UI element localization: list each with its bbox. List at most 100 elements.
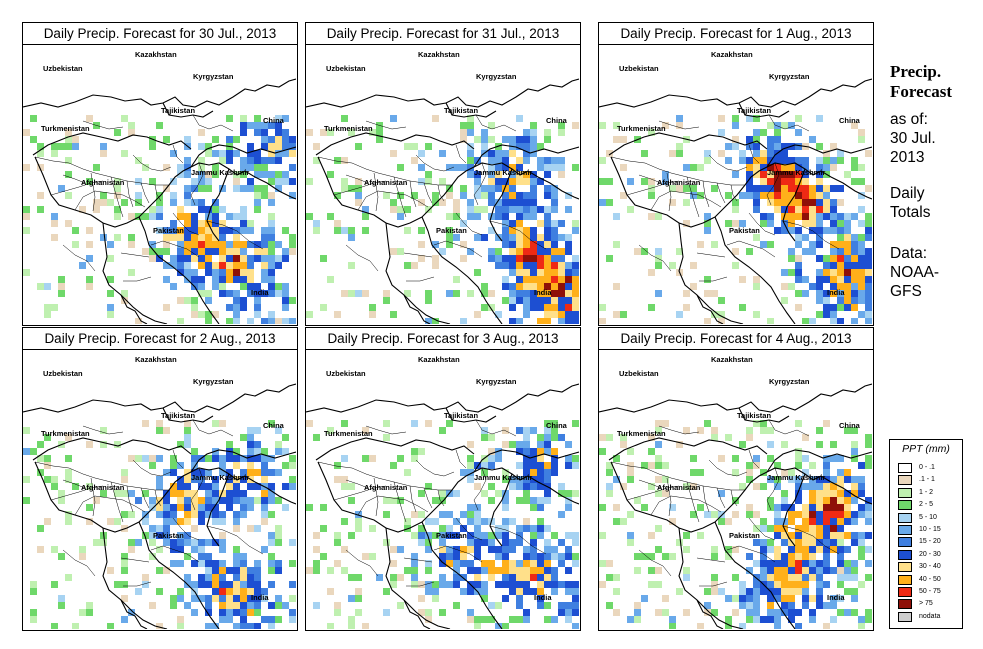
precip-cell bbox=[205, 511, 212, 518]
precip-cell bbox=[523, 574, 530, 581]
precip-cell bbox=[86, 483, 93, 490]
precip-cell bbox=[86, 283, 93, 290]
precip-cell bbox=[851, 448, 858, 455]
precip-cell bbox=[65, 143, 72, 150]
precip-cell bbox=[788, 595, 795, 602]
precip-cell bbox=[544, 255, 551, 262]
precip-cell bbox=[289, 595, 296, 602]
precip-cell bbox=[397, 248, 404, 255]
precip-cell bbox=[341, 476, 348, 483]
precip-cell bbox=[289, 178, 296, 185]
precip-cell bbox=[149, 504, 156, 511]
precip-cell bbox=[537, 262, 544, 269]
precip-cell bbox=[558, 483, 565, 490]
precip-cell bbox=[268, 122, 275, 129]
precip-cell bbox=[816, 185, 823, 192]
precip-cell bbox=[247, 574, 254, 581]
precip-cell bbox=[198, 504, 205, 511]
precip-cell bbox=[418, 255, 425, 262]
precip-cell bbox=[233, 136, 240, 143]
precip-cell bbox=[275, 560, 282, 567]
precip-cell bbox=[425, 318, 432, 324]
precip-cell bbox=[460, 241, 467, 248]
precip-cell bbox=[599, 304, 606, 311]
precip-cell bbox=[261, 290, 268, 297]
precip-cell bbox=[156, 532, 163, 539]
precip-cell bbox=[432, 199, 439, 206]
precip-cell bbox=[537, 178, 544, 185]
precip-cell bbox=[460, 318, 467, 324]
precip-cell bbox=[572, 595, 579, 602]
precip-cell bbox=[261, 129, 268, 136]
precip-cell bbox=[107, 623, 114, 629]
precip-cell bbox=[823, 553, 830, 560]
legend-entry: > 75 bbox=[898, 599, 960, 610]
precip-cell bbox=[760, 192, 767, 199]
precip-cell bbox=[390, 574, 397, 581]
legend-entry: 5 - 10 bbox=[898, 512, 960, 523]
precip-cell bbox=[572, 560, 579, 567]
precip-cell bbox=[690, 164, 697, 171]
precip-cell bbox=[844, 497, 851, 504]
precip-cell bbox=[275, 525, 282, 532]
precip-cell bbox=[289, 560, 296, 567]
precip-cell bbox=[439, 427, 446, 434]
precip-cell bbox=[121, 490, 128, 497]
precip-cell bbox=[212, 539, 219, 546]
precip-cell bbox=[837, 532, 844, 539]
precip-cell bbox=[565, 532, 572, 539]
precip-cell bbox=[149, 532, 156, 539]
precip-cell bbox=[774, 546, 781, 553]
precip-cell bbox=[606, 199, 613, 206]
precip-cell bbox=[219, 234, 226, 241]
precip-cell bbox=[404, 518, 411, 525]
precip-cell bbox=[544, 185, 551, 192]
precip-cell bbox=[509, 269, 516, 276]
precip-cell bbox=[114, 234, 121, 241]
precip-cell bbox=[453, 602, 460, 609]
precip-cell bbox=[523, 283, 530, 290]
precip-cell bbox=[488, 567, 495, 574]
precip-cell bbox=[247, 283, 254, 290]
legend-swatch bbox=[898, 525, 912, 535]
precip-cell bbox=[634, 609, 641, 616]
precip-cell bbox=[558, 248, 565, 255]
precip-cell bbox=[516, 602, 523, 609]
precip-cell bbox=[149, 602, 156, 609]
precip-cell bbox=[100, 143, 107, 150]
precip-cell bbox=[823, 192, 830, 199]
precip-cell bbox=[558, 122, 565, 129]
precip-cell bbox=[760, 483, 767, 490]
precip-cell bbox=[795, 164, 802, 171]
precip-cell bbox=[767, 539, 774, 546]
precip-cell bbox=[369, 553, 376, 560]
precip-cell bbox=[767, 150, 774, 157]
precip-cell bbox=[376, 574, 383, 581]
precip-cell bbox=[163, 525, 170, 532]
precip-cell bbox=[767, 157, 774, 164]
precip-cell bbox=[711, 427, 718, 434]
precip-cell bbox=[233, 525, 240, 532]
precip-cell bbox=[788, 185, 795, 192]
precip-cell bbox=[156, 567, 163, 574]
precip-cell bbox=[746, 164, 753, 171]
precip-cell bbox=[219, 248, 226, 255]
precip-cell bbox=[788, 122, 795, 129]
precip-cell bbox=[544, 427, 551, 434]
precip-cell bbox=[219, 206, 226, 213]
precip-cell bbox=[537, 497, 544, 504]
precip-cell bbox=[662, 553, 669, 560]
precip-cell bbox=[156, 455, 163, 462]
precip-cell bbox=[418, 525, 425, 532]
precip-cell bbox=[411, 157, 418, 164]
precip-cell bbox=[830, 304, 837, 311]
precip-cell bbox=[481, 290, 488, 297]
precip-cell bbox=[240, 241, 247, 248]
precip-cell bbox=[212, 199, 219, 206]
precip-cell bbox=[537, 304, 544, 311]
legend-entry: .1 - 1 bbox=[898, 475, 960, 486]
precip-cell bbox=[275, 157, 282, 164]
precip-cell bbox=[851, 276, 858, 283]
legend-label: 40 - 50 bbox=[919, 575, 941, 583]
precip-cell bbox=[212, 420, 219, 427]
